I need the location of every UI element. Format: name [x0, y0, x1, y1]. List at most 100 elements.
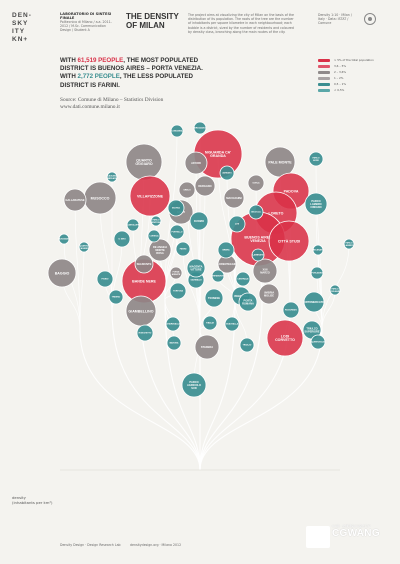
legend-item: > 5% of the total population	[318, 58, 374, 62]
district-label: BUENOS AIRES VENEZIA	[244, 235, 272, 243]
district-label: UMBRIA MOLISE	[264, 290, 275, 297]
district-label: GARIBALDI	[190, 279, 202, 282]
district-label: DERGANO	[198, 184, 211, 188]
district-label: FIGINO	[102, 279, 109, 281]
headline-part-3: , THE LESS POPULATED DISTRICT IS FARINI.	[60, 73, 193, 89]
tree-branch	[79, 246, 85, 331]
district-label: CASCINA MERLATA	[107, 175, 117, 180]
brand-circle-icon	[364, 13, 376, 25]
district-circle	[189, 211, 209, 231]
district-label: TRIULZO SUPERIORE	[304, 326, 320, 333]
meta-text: Density 1:10 · Milan / Italy · Data: IST…	[318, 13, 352, 26]
tree-trunk-line	[199, 329, 323, 471]
watermark-logo-icon	[306, 526, 330, 548]
district-circle	[211, 269, 225, 283]
district-bubble: UMBRIA MOLISE	[258, 283, 280, 305]
district-label: ORTOMERCATO	[304, 300, 324, 304]
district-bubble: GALLARATESE	[63, 188, 87, 212]
district-bubble: BRUZZANO	[193, 121, 207, 135]
source-line: Source: Comune di Milano – Statistics Di…	[60, 97, 164, 103]
district-label: DUOMO	[194, 219, 204, 223]
district-bubble: CITTÀ STUDI	[268, 220, 310, 262]
district-circle	[228, 215, 246, 233]
district-circle	[169, 282, 187, 300]
district-bubble: FARINI	[175, 241, 191, 257]
district-label: LODI CORVETTO	[275, 334, 295, 342]
axis-label: density	[12, 495, 26, 500]
axis-label-block: density (inhabitants per km²)	[12, 495, 82, 506]
district-circle	[310, 334, 326, 350]
district-label: RONCHETTO	[139, 333, 152, 335]
district-bubble: PALE MONTE	[264, 146, 296, 178]
district-label: BRUZZANO	[194, 127, 206, 130]
district-label: PARCO LAMBRO CIMIANO	[310, 199, 321, 209]
district-circle	[251, 248, 265, 262]
district-bubble: PARCO SEMPIONE	[150, 215, 162, 227]
district-bubble: PORTELLO	[169, 224, 185, 240]
district-circle	[235, 271, 251, 287]
district-label: STADERA	[201, 345, 213, 349]
tree-trunk-line	[164, 299, 201, 471]
tree-branch	[63, 238, 81, 331]
district-circle	[113, 230, 131, 248]
district-label: XXII MARZO	[260, 267, 270, 274]
district-label: CHIARAVALLE	[166, 323, 181, 326]
district-bubble: GUASTALLA	[224, 316, 240, 332]
tree-branch	[74, 199, 81, 331]
district-label: LORETO	[269, 211, 284, 215]
district-bubble: BAGGIO	[47, 258, 77, 288]
district-label: CORSICA	[149, 235, 159, 238]
district-bubble: QT8	[228, 215, 246, 233]
district-circle	[193, 121, 207, 135]
district-bubble: PARCO NORD	[308, 151, 324, 167]
district-circle	[178, 181, 196, 199]
district-label: FORZE ARMATE	[172, 272, 181, 276]
district-circle	[58, 233, 70, 245]
footer-left: Density Design · Design Research Lab	[60, 543, 121, 547]
district-circle	[166, 335, 182, 351]
district-circle	[63, 188, 87, 212]
district-circle	[303, 291, 325, 313]
district-bubble: MAGENTA VITTORE	[186, 258, 206, 278]
district-circle	[266, 319, 304, 357]
district-label: MUGGIANO	[58, 238, 70, 241]
district-circle	[108, 289, 124, 305]
district-label: TIBALDI	[206, 322, 214, 325]
district-circle	[129, 175, 171, 217]
district-circle	[165, 316, 181, 332]
district-bubble: COMASINA	[170, 124, 184, 138]
brand-dot-icon	[368, 17, 372, 21]
district-circle	[106, 171, 118, 183]
district-label: PARCO LAMBRO	[345, 242, 354, 247]
district-label: QUINTOSOLE	[311, 342, 325, 344]
district-circle	[252, 258, 278, 284]
legend-label: 3,6 – 5%	[334, 64, 347, 68]
district-label: LORENTEGGIO	[217, 262, 236, 266]
district-bubble: TRIULZO	[239, 337, 255, 353]
district-bubble: AFFORI	[184, 151, 208, 175]
district-label: BAGGIO	[55, 271, 70, 275]
district-circle	[78, 241, 90, 253]
district-label: TRENNO	[112, 297, 121, 299]
district-label: AFFORI	[191, 161, 201, 165]
district-label: BARONA	[170, 342, 179, 345]
district-circle	[308, 151, 324, 167]
district-bubble: RONCHETTO	[136, 324, 154, 342]
district-bubble: TIBALDI	[202, 315, 218, 331]
district-circle	[247, 174, 265, 192]
district-bubble: QUARTO OGGIARO	[125, 143, 163, 181]
legend-swatch	[318, 64, 330, 68]
district-label: DE ANGELI MONTE ROSA	[153, 245, 167, 255]
district-label: PADOVA	[284, 189, 299, 193]
district-label: FORLANINI	[312, 272, 323, 275]
district-bubble: PARCO FORLANINI	[330, 284, 341, 296]
district-bubble: PARCO LAMBRO	[343, 238, 355, 250]
district-label: PARCO SEMPIONE	[151, 219, 162, 224]
legend-item: 2 – 3,6%	[318, 70, 346, 74]
district-bubble: ADRIANO	[219, 165, 235, 181]
poster-title: THE DENSITY OF MILAN	[126, 12, 179, 30]
district-label: SELINUNTE	[137, 262, 152, 266]
district-circle	[47, 258, 77, 288]
district-label: QT8	[235, 224, 240, 226]
